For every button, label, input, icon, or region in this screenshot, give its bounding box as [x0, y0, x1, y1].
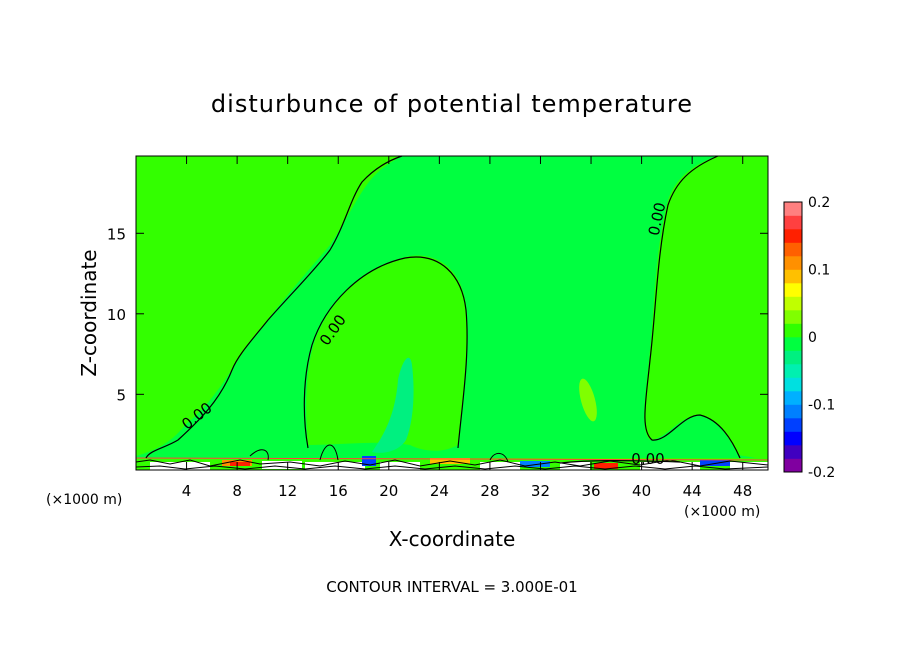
colorbar-swatch — [784, 310, 802, 324]
zero-region-right — [644, 156, 768, 460]
colorbar-tick-label: 0.2 — [808, 195, 830, 211]
colorbar-swatch — [784, 256, 802, 270]
x-tick-label: 12 — [278, 482, 297, 500]
colorbar-swatch — [784, 404, 802, 419]
colorbar-swatch — [784, 364, 802, 378]
y-tick-label: 15 — [107, 225, 126, 243]
zero-region-arch — [306, 255, 468, 451]
x-tick-label: 4 — [182, 482, 192, 500]
plot-frame — [135, 155, 769, 471]
colorbar-tick-label: 0.1 — [808, 263, 830, 279]
contour-label-bottom: 0.00 — [631, 450, 664, 468]
negative-anomaly-center — [372, 357, 414, 453]
colorbar-swatch — [784, 202, 802, 216]
x-tick-label: 44 — [683, 482, 702, 500]
x-tick-label: 24 — [430, 482, 449, 500]
contour-interval-footer: CONTOUR INTERVAL = 3.000E-01 — [326, 578, 577, 596]
colorbar-swatch — [784, 296, 802, 311]
zero-region-left — [136, 156, 402, 456]
x-unit-right: (×1000 m) — [684, 504, 760, 520]
colorbar: -0.2 -0.1 0 0.1 0.2 — [783, 195, 835, 481]
colorbar-tick-label: -0.1 — [808, 398, 835, 414]
colorbar-tick-label: 0 — [808, 330, 817, 346]
colorbar-swatch — [784, 242, 802, 257]
colorbar-swatch — [784, 458, 802, 473]
colorbar-swatch — [784, 215, 802, 230]
x-tick-label: 20 — [379, 482, 398, 500]
colorbar-swatch — [784, 269, 802, 284]
plot-area: 0.00 0.00 0.00 0.00 — [135, 155, 769, 471]
contour-line-left — [145, 155, 403, 459]
colorbar-swatch — [784, 445, 802, 459]
x-tick-label: 40 — [632, 482, 651, 500]
x-unit-left: (×1000 m) — [46, 492, 122, 508]
colorbar-swatch — [784, 283, 802, 297]
y-tick-label: 5 — [116, 386, 126, 404]
colorbar-swatch — [784, 391, 802, 405]
colorbar-swatch — [784, 377, 802, 392]
colorbar-swatch — [784, 229, 802, 243]
colorbar-swatch — [784, 431, 802, 446]
colorbar-swatch — [784, 337, 802, 351]
x-tick-label: 28 — [480, 482, 499, 500]
chart-title: disturbunce of potential temperature — [211, 90, 693, 118]
y-tick-label: 10 — [107, 306, 126, 324]
colorbar-swatch — [784, 323, 802, 338]
x-tick-label: 16 — [329, 482, 348, 500]
x-axis-label: X-coordinate — [389, 527, 516, 551]
colorbar-swatch — [784, 350, 802, 365]
contour-line-right — [644, 155, 741, 459]
negative-anomaly-right — [579, 378, 597, 422]
y-axis-ticks: 5 10 15 — [107, 225, 768, 404]
contour-line-bottom — [559, 460, 681, 464]
x-tick-label: 36 — [581, 482, 600, 500]
colorbar-tick-label: -0.2 — [808, 465, 835, 481]
colorbar-frame — [783, 201, 803, 473]
x-axis-ticks: 4 8 12 16 20 24 28 32 36 40 44 48 — [182, 156, 752, 500]
colorbar-swatch — [784, 418, 802, 432]
y-axis-label: Z-coordinate — [77, 249, 101, 376]
x-tick-label: 48 — [733, 482, 752, 500]
x-tick-label: 8 — [232, 482, 242, 500]
x-tick-label: 32 — [531, 482, 550, 500]
contour-line-arch — [303, 256, 468, 449]
